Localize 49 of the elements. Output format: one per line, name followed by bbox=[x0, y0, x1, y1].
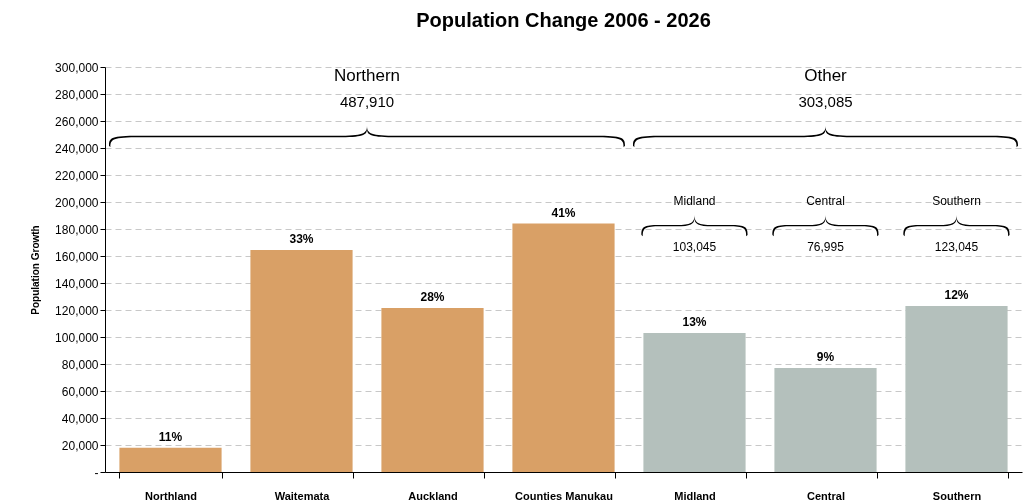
annotation: 28% bbox=[420, 289, 445, 304]
x-tick-label: Midland bbox=[674, 489, 716, 502]
annotation: Northern bbox=[333, 66, 401, 86]
annotation: 13% bbox=[682, 314, 707, 329]
annotation: 12% bbox=[944, 287, 969, 302]
y-tick-label: 200,000 bbox=[55, 195, 99, 210]
annotation: 9% bbox=[816, 350, 835, 365]
x-tick-label: Counties Manukau bbox=[515, 489, 613, 502]
annotation: 41% bbox=[551, 205, 576, 220]
y-tick-label: 160,000 bbox=[55, 249, 99, 264]
bar bbox=[381, 307, 484, 472]
y-tick-label: 60,000 bbox=[61, 384, 99, 399]
annotation: 303,085 bbox=[798, 93, 853, 111]
y-axis-title: Population Growth bbox=[30, 225, 42, 315]
annotation: 487,910 bbox=[339, 93, 395, 111]
x-tick-label: Northland bbox=[145, 489, 197, 502]
annotation: 123,045 bbox=[934, 239, 979, 254]
y-tick-label: 140,000 bbox=[55, 276, 99, 291]
annotation: 103,045 bbox=[672, 239, 717, 254]
bar bbox=[250, 249, 353, 472]
y-tick-label: 40,000 bbox=[61, 411, 99, 426]
y-tick-label: 20,000 bbox=[61, 438, 99, 453]
annotation: 76,995 bbox=[807, 239, 845, 254]
x-tick-label: Auckland bbox=[408, 489, 458, 502]
annotation: 11% bbox=[158, 429, 183, 444]
y-tick-label: 120,000 bbox=[55, 303, 99, 318]
annotation: Central bbox=[806, 193, 845, 208]
y-tick-label: 220,000 bbox=[55, 168, 99, 183]
x-tick-label: Southern bbox=[932, 489, 982, 502]
y-tick-label: 300,000 bbox=[55, 60, 99, 75]
bar bbox=[905, 305, 1008, 472]
annotation: Other bbox=[804, 66, 848, 86]
y-tick-label: 100,000 bbox=[55, 330, 99, 345]
annotation: 33% bbox=[289, 231, 314, 246]
bar bbox=[119, 447, 222, 472]
bar bbox=[643, 332, 746, 472]
y-tick-label: 180,000 bbox=[55, 222, 99, 237]
y-tick-label: 280,000 bbox=[55, 87, 99, 102]
bar bbox=[774, 368, 877, 472]
annotation: Southern bbox=[932, 193, 981, 208]
y-tick-label: 260,000 bbox=[55, 114, 99, 129]
y-tick-label: 240,000 bbox=[55, 141, 99, 156]
y-tick-label: 80,000 bbox=[61, 357, 99, 372]
chart-title: Population Change 2006 - 2026 bbox=[416, 9, 711, 31]
annotation: Midland bbox=[673, 193, 716, 208]
bar bbox=[512, 223, 615, 472]
y-tick-label: - bbox=[94, 465, 99, 480]
x-tick-label: Waitemata bbox=[274, 489, 331, 502]
x-tick-label: Central bbox=[807, 489, 845, 502]
